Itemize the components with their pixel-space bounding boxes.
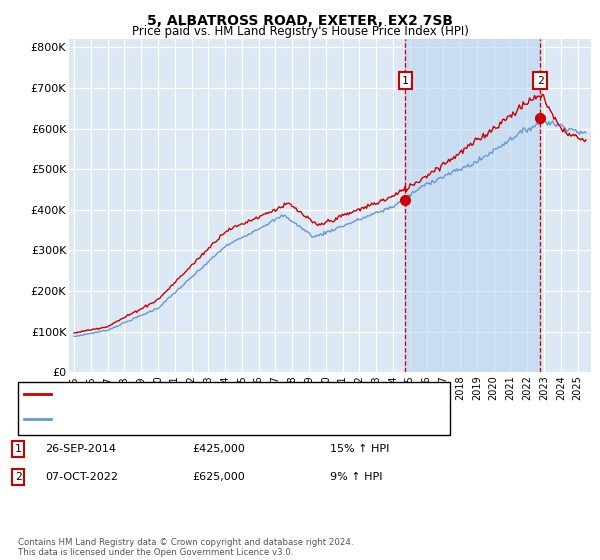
Text: 2: 2 [537, 76, 544, 86]
Text: 1: 1 [14, 444, 22, 454]
Text: 15% ↑ HPI: 15% ↑ HPI [330, 444, 389, 454]
Text: 07-OCT-2022: 07-OCT-2022 [45, 472, 118, 482]
Text: 1: 1 [402, 76, 409, 86]
Text: HPI: Average price, detached house, Exeter: HPI: Average price, detached house, Exet… [57, 414, 283, 424]
Text: 2: 2 [14, 472, 22, 482]
Text: Contains HM Land Registry data © Crown copyright and database right 2024.
This d: Contains HM Land Registry data © Crown c… [18, 538, 353, 557]
Text: £625,000: £625,000 [192, 472, 245, 482]
Text: 5, ALBATROSS ROAD, EXETER, EX2 7SB: 5, ALBATROSS ROAD, EXETER, EX2 7SB [147, 14, 453, 28]
Text: 26-SEP-2014: 26-SEP-2014 [45, 444, 116, 454]
Bar [406, 39, 540, 372]
Text: Price paid vs. HM Land Registry's House Price Index (HPI): Price paid vs. HM Land Registry's House … [131, 25, 469, 38]
Text: £425,000: £425,000 [192, 444, 245, 454]
Text: 5, ALBATROSS ROAD, EXETER, EX2 7SB (detached house): 5, ALBATROSS ROAD, EXETER, EX2 7SB (deta… [57, 389, 357, 399]
Text: 9% ↑ HPI: 9% ↑ HPI [330, 472, 383, 482]
